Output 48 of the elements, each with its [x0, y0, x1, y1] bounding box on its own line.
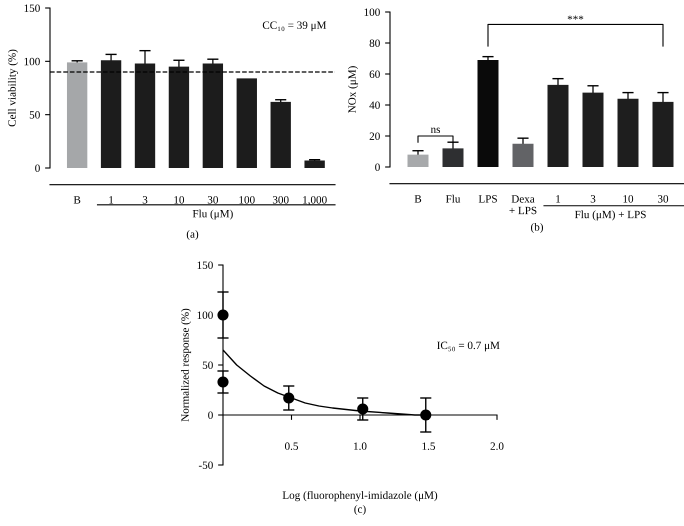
text: (c) — [354, 504, 366, 516]
annotation: *** — [568, 16, 584, 20]
y-tick-label: 100 — [198, 311, 213, 319]
text: (a) — [186, 230, 198, 240]
x-tick-label: 100 — [239, 196, 255, 204]
y-tick-label: 50 — [202, 361, 213, 369]
y-tick-label: 60 — [370, 70, 380, 78]
x-tick-label: 1,000 — [303, 196, 327, 206]
annotation: ns — [430, 128, 440, 134]
x-axis-title: Flu (μM) + LPS — [574, 210, 646, 220]
y-tick-label: 0 — [375, 163, 380, 171]
y-tick-label: 40 — [369, 101, 380, 109]
x-tick-label: 2.0 — [490, 442, 504, 450]
y-tick-label: 100 — [24, 58, 40, 66]
x-tick-label: 300 — [272, 196, 289, 204]
x-tick-label: B — [74, 196, 80, 204]
annotation: IC₅₀ = 0.7 μM — [437, 342, 500, 352]
y-axis-title: Normalized response (%) — [180, 308, 192, 422]
x-tick-label: LPS — [478, 195, 497, 203]
text: (b) — [531, 222, 543, 234]
x-axis-title: Flu (μM) — [192, 210, 233, 220]
y-tick-label: 50 — [30, 111, 40, 119]
x-tick-label: 3 — [590, 195, 596, 203]
x-tick-label: Flu — [446, 194, 460, 203]
x-tick-label: 1 — [556, 195, 560, 202]
x-tick-label: Dexa + LPS — [509, 195, 536, 214]
x-tick-label: 1.5 — [422, 442, 436, 450]
y-tick-label: 20 — [370, 132, 380, 140]
x-tick-label: 10 — [174, 196, 184, 204]
y-tick-label: 80 — [370, 39, 380, 47]
x-axis-title: Log (fluorophenyl-imidazole (μM) — [282, 491, 438, 502]
y-tick-label: 150 — [24, 4, 40, 12]
x-tick-label: 1.0 — [354, 442, 367, 450]
x-tick-label: B — [414, 195, 422, 203]
x-tick-label: 30 — [208, 196, 218, 204]
x-tick-label: 0.5 — [284, 442, 298, 450]
y-tick-label: 0 — [35, 164, 40, 172]
x-tick-label: 10 — [623, 195, 634, 203]
annotation: CC₁₀ = 39 μM — [262, 21, 326, 32]
y-tick-label: 100 — [364, 8, 380, 16]
x-tick-label: 1 — [109, 196, 114, 204]
y-axis-title: NOx (μM) — [348, 66, 358, 113]
y-tick-label: 150 — [198, 261, 213, 269]
x-tick-label: 30 — [658, 195, 668, 203]
y-axis-title: Cell viability (%) — [8, 50, 18, 126]
y-tick-label: 0 — [208, 411, 213, 419]
y-tick-label: -50 — [198, 461, 213, 469]
x-tick-label: 3 — [142, 196, 148, 204]
